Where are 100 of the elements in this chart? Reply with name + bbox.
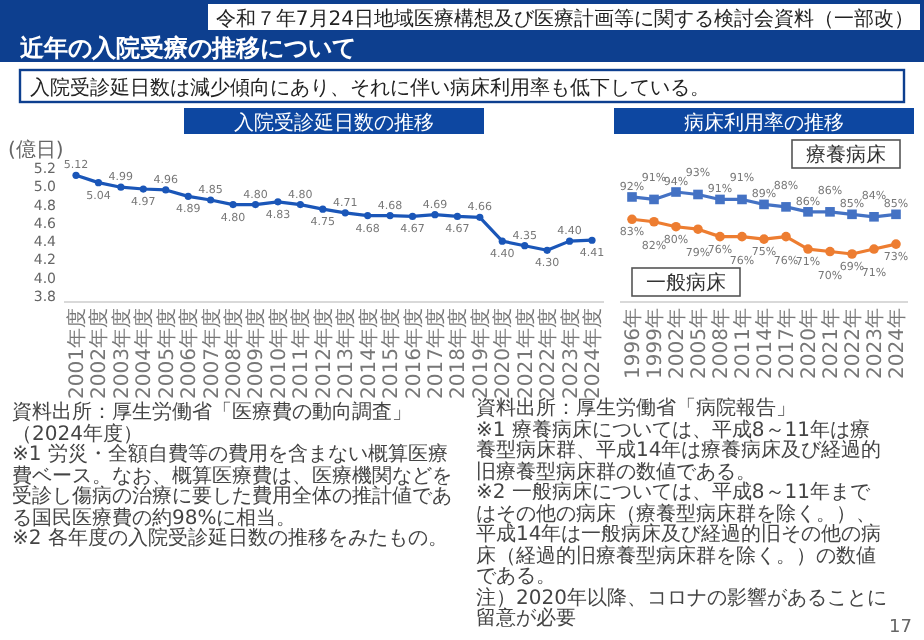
point: [847, 209, 857, 220]
point: [162, 186, 170, 194]
x-tick-label: 2014年度: [356, 308, 381, 399]
point: [803, 244, 813, 254]
x-tick-label: 2011年度: [289, 308, 314, 399]
point: [251, 200, 260, 209]
point: [296, 200, 304, 209]
point: [319, 205, 327, 213]
point: [521, 242, 529, 250]
point: [649, 194, 659, 205]
x-tick-label: 2005年度: [154, 308, 179, 399]
x-tick-label: 2004年度: [132, 308, 157, 399]
point: [759, 199, 769, 210]
text: 資料出所：厚生労働省「医療費の動向調査」（2024年度）: [12, 402, 412, 445]
point: [649, 216, 659, 227]
point: [94, 179, 103, 187]
x-tick-label: 1996年: [621, 308, 645, 379]
point: [431, 211, 439, 219]
point: [364, 211, 372, 220]
x-tick-label: 2005年: [687, 308, 711, 379]
point: [847, 249, 857, 259]
x-tick-label: 2002年度: [87, 308, 112, 399]
point: [671, 187, 681, 197]
point: [781, 202, 791, 212]
point: [627, 214, 637, 225]
point: [139, 185, 147, 193]
point: [341, 209, 349, 217]
x-tick-label: 2016年度: [401, 308, 426, 399]
x-tick-label: 2010年度: [266, 308, 291, 399]
point: [386, 211, 394, 220]
point: [476, 213, 484, 221]
text: 17: [889, 618, 912, 638]
x-tick-label: 2013年度: [334, 308, 359, 399]
text: ※1 労災・全額自費等の費用を含まない概算医療費ベース。なお、概算医療費は、医療機関などを受診し傷病の治療に要した費用全体の推計値である国民医療費の約98%に相当。: [12, 444, 454, 529]
point: [588, 236, 596, 244]
point: [803, 207, 813, 217]
point: [869, 212, 879, 222]
header: 令和７年7月24日地域医療構想及び医療計画等に関する検討会資料（一部改） 近年の入院受療の推移について: [0, 0, 924, 62]
y-axis-title: (億日): [8, 138, 64, 162]
x-tick-label: 2020年: [797, 308, 821, 379]
point: [715, 194, 725, 205]
x-tick-label: 2008年: [709, 308, 733, 379]
point: [693, 224, 703, 234]
point: [737, 231, 747, 242]
point: [781, 231, 791, 242]
text: ※2 各年度の入院受診延日数の推移をみたもの。: [12, 528, 450, 551]
x-tick-label: 2020年度: [491, 308, 516, 399]
x-tick-label: 2022年度: [536, 308, 561, 399]
point: [453, 212, 461, 221]
point: [693, 189, 703, 200]
x-tick-label: 2021年: [819, 308, 843, 379]
point: [72, 171, 80, 179]
x-tick-label: 2024年: [885, 308, 909, 379]
text: 資料出所：厚生労働省「病院報告」: [476, 398, 798, 420]
chart-title: 入院受診延日数の推移: [234, 111, 434, 135]
x-tick-label: 2024年度: [581, 308, 605, 399]
point: [715, 231, 725, 242]
x-tick-label: 2018年度: [446, 308, 471, 399]
x-tick-label: 2021年度: [513, 308, 538, 399]
x-tick-label: 1999年: [643, 308, 667, 379]
point: [891, 239, 901, 249]
x-tick-label: 2015年度: [379, 308, 404, 399]
x-tick-label: 2017年度: [423, 308, 448, 399]
point: [543, 246, 551, 254]
chart-title: 病床利用率の推移: [684, 111, 844, 135]
x-tick-label: 2009年度: [244, 308, 269, 399]
x-tick-label: 2008年度: [222, 308, 247, 399]
point: [274, 198, 282, 206]
x-tick-label: 2003年度: [109, 308, 134, 399]
text: 注）2020年以降、コロナの影響があることに留意が必要: [476, 587, 888, 631]
point: [627, 192, 637, 202]
text: 入院受診延日数は減少傾向にあり、それに伴い病床利用率も低下している。: [30, 76, 710, 100]
point: [825, 207, 835, 217]
x-tick-label: 2011年: [731, 308, 755, 379]
point: [229, 200, 237, 209]
x-tick-label: 2006年度: [177, 308, 202, 399]
point: [207, 196, 215, 204]
text: ※2 一般病床については、平成8～11年まではその他の病床（療養型病床群を除く。）、平成14年は一般病床及び経過的旧その他の病床（経過的旧療養型病床群を除く。）の数値である。: [476, 482, 884, 588]
text: ※1 療養病床については、平成8～11年は療養型病床群、平成14年は療養病床及び経過的旧療養型病床群の数値である。: [476, 419, 884, 483]
point: [498, 237, 506, 245]
x-tick-label: 2012年度: [311, 308, 336, 399]
point: [408, 212, 417, 221]
x-tick-label: 2001年度: [65, 308, 89, 399]
point: [869, 244, 879, 254]
x-tick-label: 2022年: [841, 308, 865, 379]
x-tick-label: 2007年度: [199, 308, 224, 399]
series-label: 一般病床: [646, 271, 726, 295]
x-tick-label: 2002年: [665, 308, 689, 379]
point: [184, 192, 192, 200]
x-tick-label: 2023年度: [558, 308, 583, 399]
point: [759, 234, 769, 244]
x-tick-label: 2017年: [775, 308, 799, 379]
x-tick-label: 2023年: [863, 308, 887, 379]
point: [825, 246, 835, 257]
point: [117, 183, 125, 191]
point: [891, 209, 901, 220]
point: [737, 194, 747, 205]
point: [565, 237, 574, 245]
x-tick-label: 2014年: [753, 308, 777, 379]
x-tick-label: 2019年度: [468, 308, 493, 399]
